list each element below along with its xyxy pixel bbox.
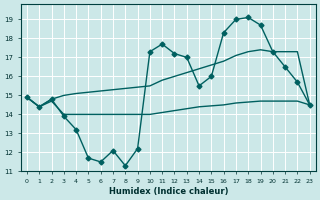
X-axis label: Humidex (Indice chaleur): Humidex (Indice chaleur) (108, 187, 228, 196)
